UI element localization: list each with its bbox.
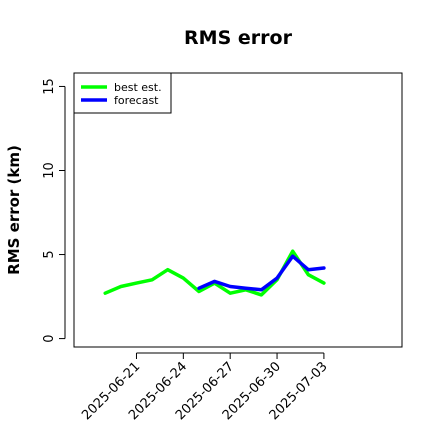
y-tick-label: 10 xyxy=(42,162,57,179)
y-tick-label: 5 xyxy=(42,250,57,258)
y-tick-label: 15 xyxy=(42,78,57,95)
series-line-forecast xyxy=(197,254,326,292)
y-axis-label: RMS error (km) xyxy=(5,145,23,275)
y-axis: 0 5 10 15 xyxy=(42,78,66,343)
legend: best est.forecast xyxy=(73,72,172,114)
chart-title: RMS error xyxy=(184,27,293,49)
legend-entry-label: forecast xyxy=(114,94,159,107)
legend-box xyxy=(73,72,172,114)
series-layer xyxy=(103,249,326,297)
y-tick-label: 0 xyxy=(42,334,57,342)
plot-area-frame xyxy=(73,72,403,348)
legend-entry-label: best est. xyxy=(114,81,162,94)
